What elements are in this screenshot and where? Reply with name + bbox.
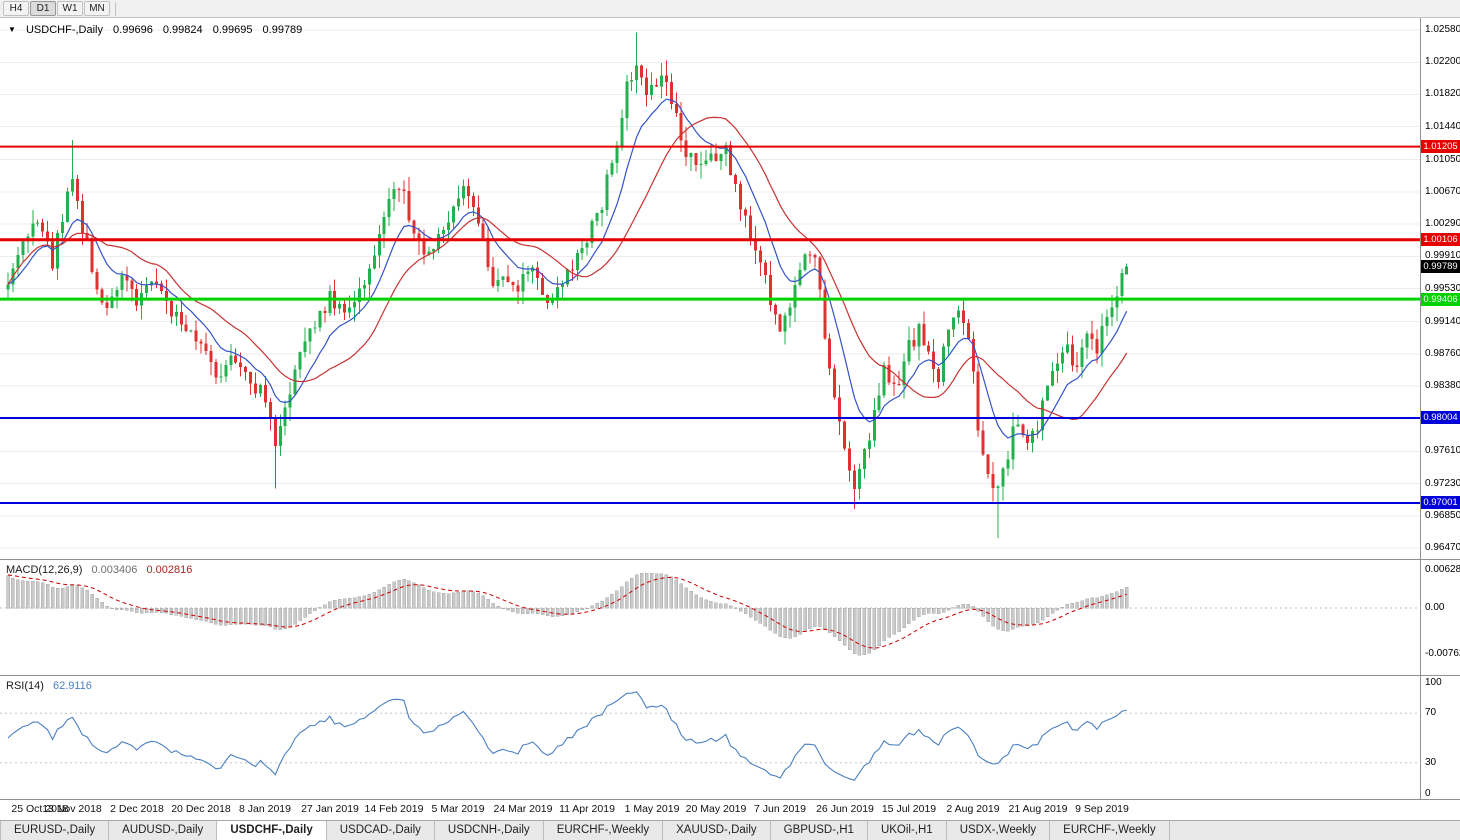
tab-gbpusd-h1[interactable]: GBPUSD-,H1 (770, 821, 868, 840)
rsi-title: RSI(14) (6, 680, 44, 692)
main-gridlines (0, 29, 1420, 549)
rsi-axis-label: 30 (1425, 757, 1437, 768)
ma-fast-line (7, 98, 1128, 439)
macd-main-value: 0.003406 (91, 564, 138, 576)
tab-eurusd-daily[interactable]: EURUSD-,Daily (0, 821, 110, 840)
date-label: 20 Dec 2018 (171, 803, 231, 815)
macd-signal-value: 0.002816 (146, 564, 193, 576)
date-label: 7 Jun 2019 (754, 803, 806, 815)
ohlc-close: 0.99789 (262, 24, 303, 36)
date-label: 21 Aug 2019 (1008, 803, 1068, 815)
rsi-header: RSI(14) 62.9116 (6, 680, 92, 692)
price-level-badge: 0.98004 (1421, 411, 1460, 424)
date-label: 24 Mar 2019 (493, 803, 553, 815)
price-axis-label: 1.01050 (1425, 154, 1460, 165)
price-axis-label: 1.02200 (1425, 56, 1460, 67)
price-axis-label: 1.01440 (1425, 121, 1460, 132)
timeframe-button-h4[interactable]: H4 (3, 1, 29, 16)
date-label: 8 Jan 2019 (239, 803, 291, 815)
date-label: 13 Nov 2018 (42, 803, 102, 815)
price-level-badge: 0.97001 (1421, 496, 1460, 509)
date-label: 26 Jun 2019 (816, 803, 874, 815)
macd-axis-label: 0.006286 (1425, 564, 1460, 575)
date-label: 15 Jul 2019 (881, 803, 937, 815)
price-level-badge: 1.00106 (1421, 233, 1460, 246)
macd-header: MACD(12,26,9) 0.003406 0.002816 (6, 564, 192, 576)
tab-audusd-daily[interactable]: AUDUSD-,Daily (109, 821, 218, 840)
panel-dividers (0, 18, 1460, 800)
price-axis-label: 0.99910 (1425, 250, 1460, 261)
macd-axis-label: -0.00762 (1425, 648, 1460, 659)
tab-xauusd-daily[interactable]: XAUUSD-,Daily (663, 821, 771, 840)
price-axis-label: 1.00670 (1425, 186, 1460, 197)
price-axis-label: 0.97230 (1425, 478, 1460, 489)
price-axis-label: 0.97610 (1425, 445, 1460, 456)
macd-axis-label: 0.00 (1425, 602, 1445, 613)
rsi-value: 62.9116 (52, 680, 92, 692)
macd-histogram (6, 572, 1129, 656)
tab-eurchf-weekly[interactable]: EURCHF-,Weekly (543, 821, 664, 840)
ohlc-low: 0.99695 (212, 24, 253, 36)
tab-eurchf-weekly[interactable]: EURCHF-,Weekly (1050, 821, 1170, 840)
date-label: 20 May 2019 (685, 803, 747, 815)
rsi-axis-label: 70 (1425, 707, 1437, 718)
price-axis-label: 1.01820 (1425, 88, 1460, 99)
tab-usdcnh-daily[interactable]: USDCNH-,Daily (434, 821, 544, 840)
timeframe-toolbar: H4 D1 W1 MN (0, 0, 1460, 18)
toolbar-separator (115, 1, 116, 16)
price-level-badge: 1.01205 (1421, 140, 1460, 153)
price-axis-label: 1.02580 (1425, 24, 1460, 35)
price-axis-label: 1.00290 (1425, 218, 1460, 229)
price-axis-label: 0.98760 (1425, 348, 1460, 359)
date-label: 25 Oct 2018 (11, 803, 69, 815)
price-axis-label: 0.96850 (1425, 510, 1460, 521)
date-label: 5 Mar 2019 (431, 803, 485, 815)
price-level-badge: 0.99406 (1421, 293, 1460, 306)
tab-usdcad-daily[interactable]: USDCAD-,Daily (326, 821, 435, 840)
current-price-badge: 0.99789 (1421, 260, 1460, 273)
timeframe-button-mn[interactable]: MN (84, 1, 110, 16)
symbol-dropdown-icon[interactable]: ▼ (8, 25, 16, 34)
tab-usdx-weekly[interactable]: USDX-,Weekly (946, 821, 1051, 840)
macd-title: MACD(12,26,9) (6, 564, 83, 576)
timeframe-button-d1[interactable]: D1 (30, 1, 56, 16)
date-label: 11 Apr 2019 (559, 803, 615, 815)
macd-signal-line (7, 574, 1127, 649)
date-label: 27 Jan 2019 (301, 803, 359, 815)
timeframe-button-w1[interactable]: W1 (57, 1, 83, 16)
candlestick-series (6, 32, 1129, 538)
ohlc-open: 0.99696 (113, 24, 153, 36)
rsi-axis-label: 0 (1425, 788, 1431, 799)
price-axis-label: 0.99140 (1425, 316, 1460, 327)
date-label: 2 Aug 2019 (946, 803, 1000, 815)
chart-symbol-label: USDCHF-,Daily (25, 24, 103, 36)
date-label: 2 Dec 2018 (110, 803, 164, 815)
ohlc-high: 0.99824 (162, 24, 203, 36)
date-label: 14 Feb 2019 (364, 803, 424, 815)
date-label: 1 May 2019 (624, 803, 680, 815)
rsi-line (7, 691, 1127, 781)
rsi-axis-label: 100 (1425, 677, 1442, 688)
ma-slow-line (7, 116, 1128, 420)
tab-ukoil-h1[interactable]: UKOil-,H1 (867, 821, 947, 840)
symbol-tabbar: EURUSD-,Daily AUDUSD-,Daily USDCHF-,Daily U… (0, 820, 1460, 840)
tab-usdchf-daily[interactable]: USDCHF-,Daily (217, 821, 327, 840)
price-axis-label: 0.98380 (1425, 380, 1460, 391)
date-label: 9 Sep 2019 (1075, 803, 1129, 815)
price-axis-label: 0.99530 (1425, 283, 1460, 294)
chart-header: ▼ USDCHF-,Daily 0.99696 0.99824 0.99695 … (8, 24, 309, 36)
price-axis-label: 0.96470 (1425, 542, 1460, 553)
